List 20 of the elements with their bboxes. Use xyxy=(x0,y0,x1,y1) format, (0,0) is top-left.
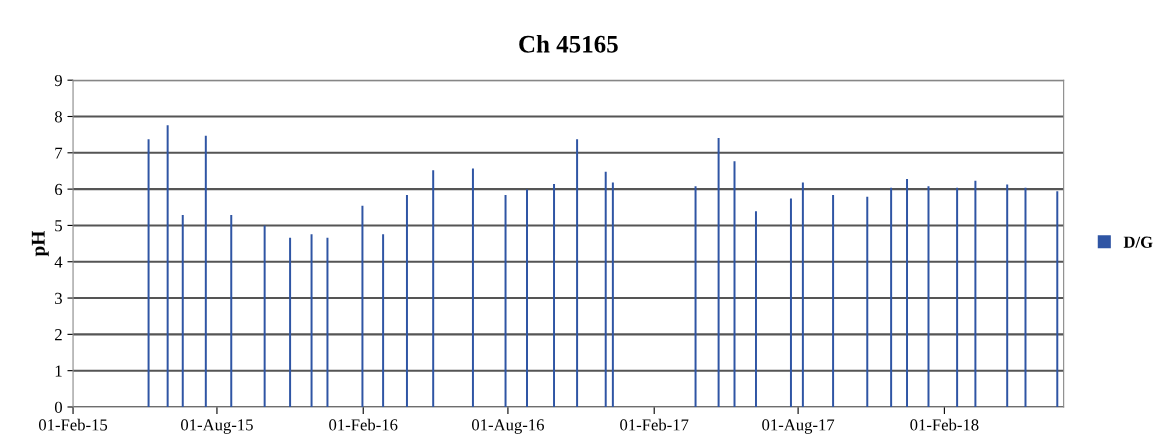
chart-title: Ch 45165 xyxy=(519,35,618,53)
x-tick-label: 01-Feb-17 xyxy=(620,418,689,431)
x-tick-label: 01-Aug-17 xyxy=(762,419,835,434)
legend-label: D/G xyxy=(1123,236,1153,248)
y-tick-label: 1 xyxy=(55,365,62,377)
y-tick-label: 5 xyxy=(55,220,62,232)
y-tick-label: 3 xyxy=(55,292,62,304)
y-tick-label: 9 xyxy=(54,74,62,87)
x-tick-label: 01-Aug-15 xyxy=(181,419,253,434)
y-axis-title: pH xyxy=(31,230,49,257)
x-tick-label: 01-Feb-18 xyxy=(910,418,979,431)
x-tick-label: 01-Feb-15 xyxy=(38,418,108,431)
x-tick-label: 01-Aug-16 xyxy=(471,419,544,434)
y-tick-label: 7 xyxy=(55,147,63,159)
y-tick-label: 4 xyxy=(54,256,63,268)
x-tick-label: 01-Feb-16 xyxy=(329,418,398,431)
y-tick-label: 0 xyxy=(54,401,62,413)
y-tick-label: 2 xyxy=(55,329,62,341)
y-tick-label: 8 xyxy=(54,111,62,123)
y-tick-label: 6 xyxy=(55,183,63,196)
